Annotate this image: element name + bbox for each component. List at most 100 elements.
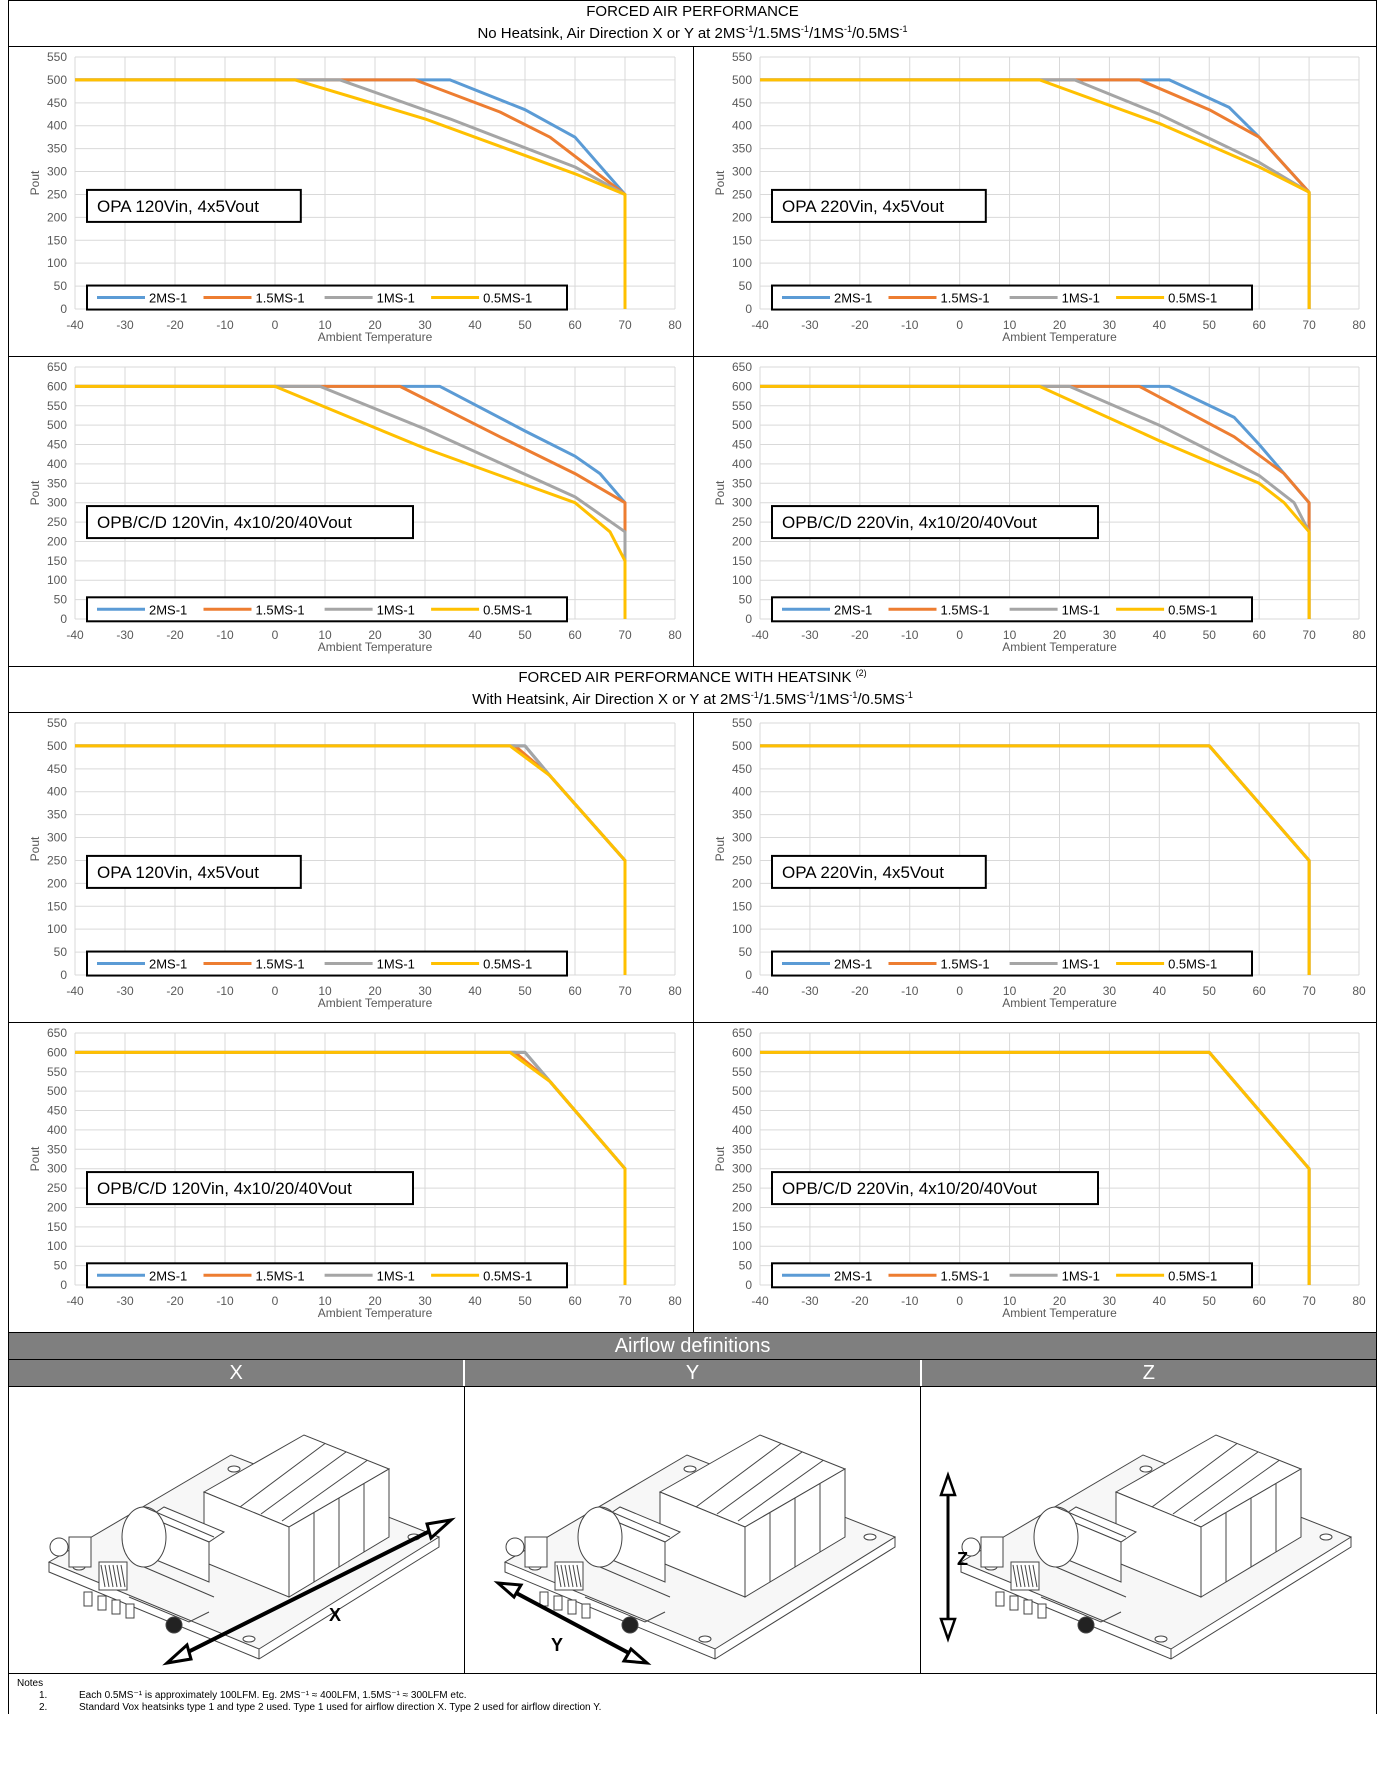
y-tick-label: 600 — [47, 379, 67, 393]
y-tick-label: 400 — [47, 785, 67, 799]
y-tick-label: 50 — [54, 1259, 68, 1273]
series-line-0.5MS-1 — [75, 384, 627, 619]
x-tick-label: 40 — [1152, 1294, 1166, 1308]
y-tick-label: 550 — [47, 716, 67, 730]
x-tick-label: 60 — [568, 628, 582, 642]
series-line-0.5MS-1 — [759, 1050, 1311, 1285]
speed-list: 2MS-1/1.5MS-1/1MS-1/0.5MS-1 — [714, 24, 908, 43]
note-number: 2. — [39, 1702, 48, 1713]
y-tick-label: 150 — [731, 233, 751, 247]
x-tick-label: 10 — [1002, 628, 1016, 642]
x-tick-label: 10 — [318, 318, 332, 332]
y-tick-label: 250 — [731, 1181, 751, 1195]
section-subtitle: No Heatsink, Air Direction X or Y at 2MS… — [9, 23, 1376, 45]
axis-header-x: X — [9, 1360, 464, 1386]
x-tick-label: 50 — [518, 1294, 532, 1308]
psu-drawing-z: Z — [939, 1434, 1353, 1660]
x-tick-label: 10 — [1002, 1294, 1016, 1308]
series-line-0.5MS-1 — [75, 78, 627, 309]
y-tick-label: 150 — [731, 554, 751, 568]
legend-box — [86, 596, 568, 623]
psu-unit-drawing — [959, 1434, 1353, 1660]
x-tick-label: -30 — [801, 628, 819, 642]
footnote-ref: (2) — [855, 668, 867, 678]
legend-entry: 2MS-1 — [834, 957, 872, 972]
x-tick-label: 40 — [468, 318, 482, 332]
x-tick-label: 80 — [668, 1294, 682, 1308]
y-tick-label: 200 — [731, 876, 751, 890]
chart-cell-opa-220: 0 50 100 150 200 250 300 350 400 450 500 550 -40 -30-… — [692, 47, 1377, 356]
x-tick-label: 10 — [318, 1294, 332, 1308]
y-tick-label: 350 — [731, 1142, 751, 1156]
y-tick-label: 500 — [47, 418, 67, 432]
series-line-1MS-1 — [75, 384, 627, 619]
speed-value: 1MS-1 — [818, 690, 858, 709]
chart-cell-opa-120: 0 50 100 150 200 250 300 350 400 450 500 550 -40 -30-… — [9, 47, 693, 356]
legend-entry: 1MS-1 — [377, 1268, 415, 1283]
y-tick-label: 500 — [731, 1084, 751, 1098]
series-line-0.5MS-1 — [75, 744, 627, 975]
x-tick-label: 40 — [1152, 628, 1166, 642]
speed-value: 2MS-1 — [714, 24, 754, 43]
x-tick-label: 60 — [568, 318, 582, 332]
x-tick-label: -30 — [116, 1294, 134, 1308]
y-tick-label: 250 — [47, 187, 67, 201]
y-tick-label: 150 — [47, 554, 67, 568]
y-axis-label: Pout — [713, 1146, 727, 1171]
chart-caption: OPA 220Vin, 4x5Vout — [782, 197, 944, 216]
speed-value: 2MS-1 — [719, 690, 759, 709]
legend-entry: 1MS-1 — [377, 602, 415, 617]
y-tick-label: 300 — [47, 496, 67, 510]
x-tick-label: -10 — [216, 318, 234, 332]
x-tick-label: -10 — [901, 318, 919, 332]
y-tick-label: 200 — [47, 1200, 67, 1214]
y-tick-label: 300 — [731, 496, 751, 510]
x-tick-label: 40 — [468, 1294, 482, 1308]
legend-entry: 0.5MS-1 — [483, 957, 532, 972]
x-tick-label: 50 — [1202, 628, 1216, 642]
x-tick-label: 10 — [318, 984, 332, 998]
x-tick-label: 30 — [1102, 318, 1116, 332]
y-tick-label: 100 — [47, 1239, 67, 1253]
y-tick-label: 550 — [731, 399, 751, 413]
y-tick-label: 50 — [54, 279, 68, 293]
note-item: 2. Standard Vox heatsinks type 1 and type… — [17, 1702, 1368, 1714]
y-tick-label: 650 — [47, 1026, 67, 1040]
y-tick-label: 50 — [738, 1259, 752, 1273]
x-axis-label: Ambient Temperature — [318, 1306, 433, 1320]
y-tick-label: 200 — [731, 1200, 751, 1214]
chart-caption: OPB/C/D 120Vin, 4x10/20/40Vout — [97, 1179, 352, 1198]
y-tick-label: 400 — [47, 1123, 67, 1137]
y-tick-label: 0 — [745, 612, 752, 626]
speed-value: 1.5MS-1 — [762, 690, 815, 709]
psu-unit-drawing — [47, 1434, 441, 1660]
psu-unit-drawing — [503, 1434, 897, 1660]
y-tick-label: 300 — [47, 1162, 67, 1176]
x-tick-label: 60 — [1252, 1294, 1266, 1308]
y-tick-label: 600 — [47, 1045, 67, 1059]
legend-entry: 1.5MS-1 — [256, 291, 305, 306]
legend-entry: 1MS-1 — [1061, 602, 1099, 617]
x-axis-label: Ambient Temperature — [1002, 1306, 1117, 1320]
legend-entry: 2MS-1 — [149, 291, 187, 306]
chart-opbcd-120vin-heatsink: 050100150200250300350400450500550600650-… — [28, 1026, 682, 1320]
y-tick-label: 0 — [745, 1278, 752, 1292]
y-axis-label: Pout — [713, 170, 727, 195]
y-tick-label: 100 — [731, 1239, 751, 1253]
y-tick-label: 400 — [731, 785, 751, 799]
series-line-1.5MS-1 — [759, 384, 1311, 619]
series-line-0.5MS-1 — [75, 1050, 627, 1285]
x-axis-label: Ambient Temperature — [1002, 996, 1117, 1010]
y-tick-label: 350 — [47, 476, 67, 490]
psu-drawing-x: X — [47, 1434, 456, 1666]
legend-entry: 1MS-1 — [1061, 1268, 1099, 1283]
caption-box — [86, 1171, 414, 1206]
y-tick-label: 0 — [745, 968, 752, 982]
chart-cell-opbcd-120: 0 50 100 150 200 250 300 350 400 450 500 550 600 650-… — [9, 357, 693, 666]
y-tick-label: 450 — [47, 438, 67, 452]
y-tick-label: 150 — [47, 1220, 67, 1234]
note-number: 1. — [39, 1690, 48, 1701]
x-tick-label: 20 — [1052, 1294, 1066, 1308]
chart-cell-opbcd-220-hs: 0 50 100 150 200 250 300 350 400 450 500 550 600 650-… — [692, 1023, 1377, 1332]
